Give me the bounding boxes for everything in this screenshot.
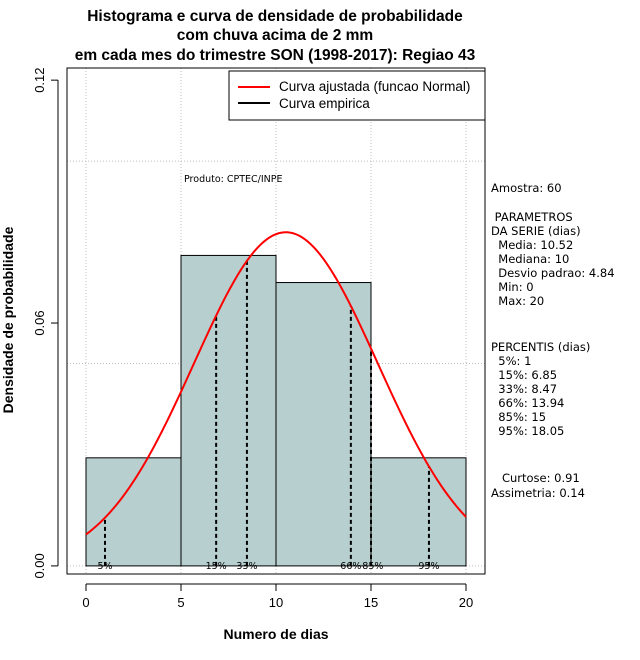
stats-line: Min: 0 [491,280,534,294]
chart-title-line-3: em cada mes do trimestre SON (1998-2017)… [75,47,476,64]
y-axis: 0.00 0.06 0.12 [32,67,59,579]
percentile-label: 5% [97,561,112,572]
percentile-label: 85% [362,561,383,572]
percentile-label: 66% [340,561,361,572]
stats-line: Media: 10.52 [491,238,573,252]
histogram-bar [180,254,277,567]
histogram-bar [275,282,372,567]
legend: Curva ajustada (funcao Normal) Curva emp… [228,70,486,121]
y-tick-label: 0.00 [32,553,47,578]
stats-line: 85%: 15 [491,410,546,424]
x-axis-label: Numero de dias [223,626,328,642]
percentile-label: 15% [206,561,227,572]
legend-label-normal: Curva ajustada (funcao Normal) [279,79,470,94]
histogram-bar [85,457,182,567]
normal-fit-curve [85,231,467,536]
product-annotation: Produto: CPTEC/INPE [184,174,283,185]
percentile-lines [104,260,430,566]
stats-line: 95%: 18.05 [491,424,564,438]
x-tick-label: 20 [459,595,473,610]
stats-line: Curtose: 0.91 [491,471,580,485]
x-tick-label: 5 [177,595,184,610]
x-tick-label: 10 [269,595,283,610]
stats-line: Desvio padrao: 4.84 [491,266,615,280]
stats-line: 66%: 13.94 [491,396,564,410]
x-tick-label: 0 [82,595,89,610]
stats-line: Max: 20 [491,294,544,308]
chart-title-line-2: com chuva acima de 2 mm [177,27,373,44]
stats-line: DA SERIE (dias) [491,224,581,238]
x-tick-label: 15 [364,595,378,610]
stats-line: 33%: 8.47 [491,382,557,396]
stats-line: Mediana: 10 [491,252,569,266]
legend-label-empirical: Curva empirica [279,96,370,111]
histogram-bars [85,254,467,567]
y-axis-label: Densidade de probabilidade [0,226,16,413]
x-axis: 0 5 10 15 20 [82,583,473,610]
stats-line: 15%: 6.85 [491,368,557,382]
chart-title-line-1: Histograma e curva de densidade de proba… [87,8,463,25]
y-tick-label: 0.12 [32,67,47,92]
plot-frame [66,67,486,575]
stats-line: Amostra: 60 [491,181,562,195]
stats-line: PARAMETROS [491,210,573,224]
percentile-label: 95% [418,561,439,572]
stats-line: Assimetria: 0.14 [491,486,585,500]
stats-line: 5%: 1 [491,354,531,368]
percentile-labels: 5% 15% 33% 66% 85% 95% [97,561,439,572]
percentile-label: 33% [236,561,257,572]
legend-box [228,70,486,121]
y-tick-label: 0.06 [32,310,47,335]
histogram-bar [370,457,467,567]
stats-line: PERCENTIS (dias) [491,340,590,354]
